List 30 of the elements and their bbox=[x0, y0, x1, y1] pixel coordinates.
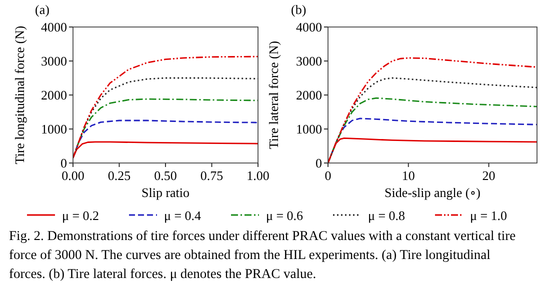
legend-label: μ = 1.0 bbox=[470, 208, 508, 223]
y-tick-label: 2000 bbox=[296, 88, 322, 102]
chart-title: (a) bbox=[35, 2, 50, 17]
x-tick-label: 0.00 bbox=[62, 168, 84, 183]
y-axis-title: Tire lateral force (N) bbox=[266, 40, 281, 150]
x-tick-label: 20 bbox=[482, 168, 496, 183]
x-tick-label: 1.00 bbox=[246, 168, 270, 183]
x-tick-label: 0.50 bbox=[154, 168, 177, 183]
y-tick-label: 3000 bbox=[41, 54, 67, 68]
y-tick-label: 1000 bbox=[296, 122, 322, 136]
x-tick-label: 0.25 bbox=[108, 168, 131, 183]
x-tick-label: 0 bbox=[324, 168, 332, 183]
y-axis-title: Tire longitudinal force (N) bbox=[12, 26, 27, 164]
y-tick-label: 4000 bbox=[296, 20, 322, 34]
x-axis-title: Side-slip angle (∘) bbox=[384, 185, 480, 200]
legend-label: μ = 0.4 bbox=[164, 208, 202, 223]
legend-label: μ = 0.6 bbox=[266, 208, 304, 223]
caption: Fig. 2. Demonstrations of tire forces under different PRAC values with a constant vertical tire force of 3000 N. The curves are obtained from the HIL experiments. (a) Tire longitudinal forces. (b) Tire lateral forces. μ denotes the PRAC value. bbox=[9, 228, 516, 281]
chart-title: (b) bbox=[291, 2, 306, 17]
x-tick-label: 10 bbox=[402, 168, 415, 183]
y-tick-label: 1000 bbox=[41, 122, 67, 136]
legend-label: μ = 0.2 bbox=[62, 208, 100, 223]
y-tick-label: 2000 bbox=[41, 88, 67, 102]
y-tick-label: 4000 bbox=[41, 20, 67, 34]
x-tick-label: 0.75 bbox=[200, 168, 224, 183]
y-tick-label: 3000 bbox=[296, 54, 322, 68]
x-axis-title: Slip ratio bbox=[141, 185, 190, 200]
y-tick-label: 0 bbox=[316, 156, 322, 170]
legend-label: μ = 0.8 bbox=[368, 208, 406, 223]
y-tick-label: 0 bbox=[60, 156, 67, 170]
